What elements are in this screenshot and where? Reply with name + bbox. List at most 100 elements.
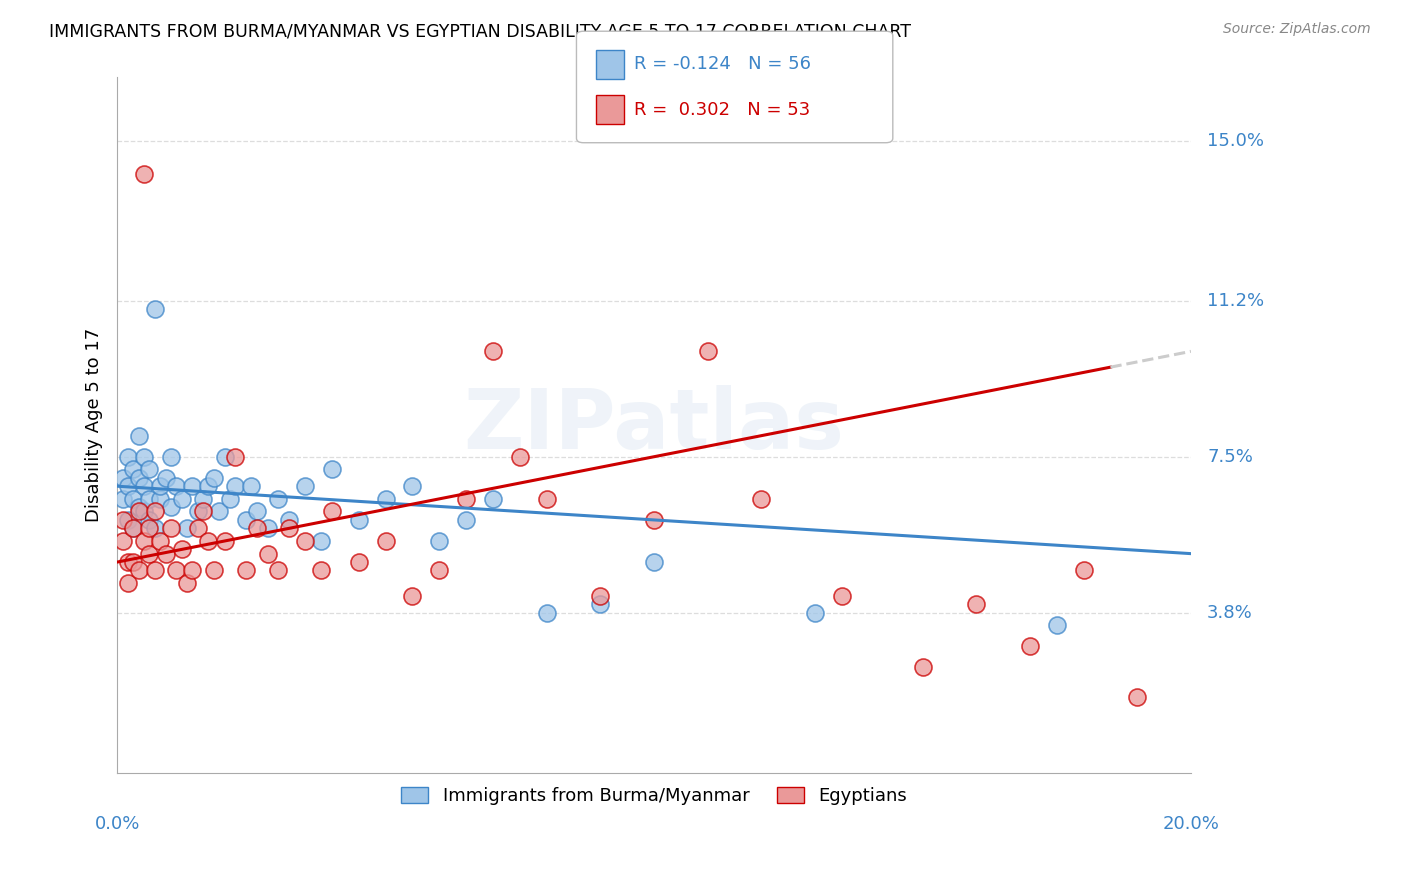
Point [427,533,450,548]
Point [176,576,198,591]
Point [197,533,219,548]
Point [1073,564,1095,578]
Point [536,491,558,506]
Point [240,479,263,493]
Point [128,564,150,578]
Text: 20.0%: 20.0% [1163,815,1219,833]
Point [401,479,423,493]
Point [191,491,214,506]
Point [224,450,246,464]
Point [751,491,773,506]
Text: 0.0%: 0.0% [94,815,139,833]
Point [128,500,150,515]
Point [831,589,853,603]
Point [235,513,257,527]
Text: 11.2%: 11.2% [1208,292,1264,310]
Point [155,471,177,485]
Point [267,564,290,578]
Point [111,533,134,548]
Point [294,533,316,548]
Point [197,479,219,493]
Point [170,491,193,506]
Point [309,564,332,578]
Point [536,606,558,620]
Point [111,491,134,506]
Point [160,500,183,515]
Point [187,504,209,518]
Text: IMMIGRANTS FROM BURMA/MYANMAR VS EGYPTIAN DISABILITY AGE 5 TO 17 CORRELATION CHA: IMMIGRANTS FROM BURMA/MYANMAR VS EGYPTIA… [49,22,911,40]
Point [138,547,160,561]
Point [132,504,155,518]
Point [149,533,172,548]
Text: R =  0.302   N = 53: R = 0.302 N = 53 [634,101,810,119]
Point [181,479,204,493]
Point [202,564,225,578]
Point [122,521,145,535]
Point [143,521,166,535]
Point [224,479,246,493]
Point [804,606,827,620]
Legend: Immigrants from Burma/Myanmar, Egyptians: Immigrants from Burma/Myanmar, Egyptians [394,780,914,813]
Point [401,589,423,603]
Point [256,547,278,561]
Point [1046,618,1069,632]
Y-axis label: Disability Age 5 to 17: Disability Age 5 to 17 [86,328,103,522]
Point [696,344,718,359]
Point [208,504,231,518]
Point [456,491,478,506]
Point [138,462,160,476]
Point [374,491,396,506]
Point [643,513,665,527]
Point [160,450,183,464]
Point [176,521,198,535]
Point [321,504,343,518]
Point [132,167,155,181]
Text: 7.5%: 7.5% [1208,448,1253,466]
Point [181,564,204,578]
Point [170,542,193,557]
Text: R = -0.124   N = 56: R = -0.124 N = 56 [634,55,811,73]
Point [235,564,257,578]
Point [111,513,134,527]
Point [309,533,332,548]
Point [165,564,187,578]
Point [246,521,269,535]
Point [509,450,531,464]
Point [117,513,139,527]
Point [202,471,225,485]
Point [214,450,236,464]
Point [294,479,316,493]
Point [132,450,155,464]
Point [128,471,150,485]
Point [122,555,145,569]
Point [911,660,934,674]
Point [256,521,278,535]
Point [165,479,187,493]
Point [321,462,343,476]
Point [138,521,160,535]
Text: 3.8%: 3.8% [1208,604,1253,622]
Point [589,597,612,611]
Point [219,491,242,506]
Point [1019,640,1042,654]
Point [122,521,145,535]
Point [160,521,183,535]
Point [482,491,505,506]
Point [149,491,172,506]
Point [117,576,139,591]
Point [347,555,370,569]
Point [132,479,155,493]
Point [128,428,150,442]
Point [143,564,166,578]
Point [187,521,209,535]
Point [128,504,150,518]
Point [138,513,160,527]
Point [143,302,166,317]
Point [214,533,236,548]
Point [278,521,301,535]
Point [589,589,612,603]
Point [122,491,145,506]
Point [1126,690,1149,704]
Point [482,344,505,359]
Point [267,491,290,506]
